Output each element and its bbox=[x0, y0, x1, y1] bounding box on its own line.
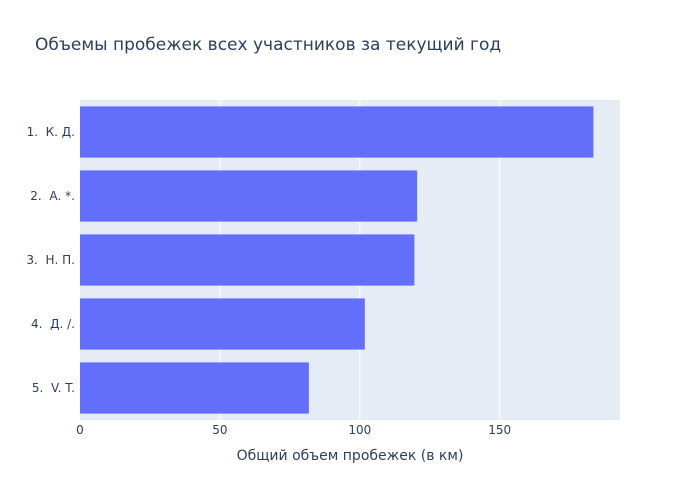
bar-4[interactable] bbox=[80, 298, 365, 350]
y-tick-label: 5. V. T. bbox=[32, 381, 75, 395]
y-tick-labels: 1. К. Д. 2. А. *. 3. Н. П. 4. Д. /. 5. V. T. bbox=[26, 125, 75, 395]
x-tick-label: 50 bbox=[212, 423, 227, 437]
bar-3[interactable] bbox=[80, 234, 415, 286]
bar-1[interactable] bbox=[80, 106, 594, 158]
y-tick-label: 3. Н. П. bbox=[26, 253, 75, 267]
y-tick-label: 2. А. *. bbox=[30, 189, 75, 203]
bar-2[interactable] bbox=[80, 170, 418, 222]
x-tick-labels: 0 50 100 150 bbox=[76, 423, 511, 437]
x-tick-label: 100 bbox=[348, 423, 371, 437]
chart-title: Объемы пробежек всех участников за текущ… bbox=[35, 35, 501, 55]
x-tick-label: 0 bbox=[76, 423, 84, 437]
bars bbox=[80, 106, 594, 414]
bar-5[interactable] bbox=[80, 362, 309, 414]
y-tick-label: 4. Д. /. bbox=[31, 317, 75, 331]
y-tick-label: 1. К. Д. bbox=[27, 125, 75, 139]
x-axis-title: Общий объем пробежек (в км) bbox=[237, 448, 464, 464]
x-tick-label: 150 bbox=[488, 423, 511, 437]
